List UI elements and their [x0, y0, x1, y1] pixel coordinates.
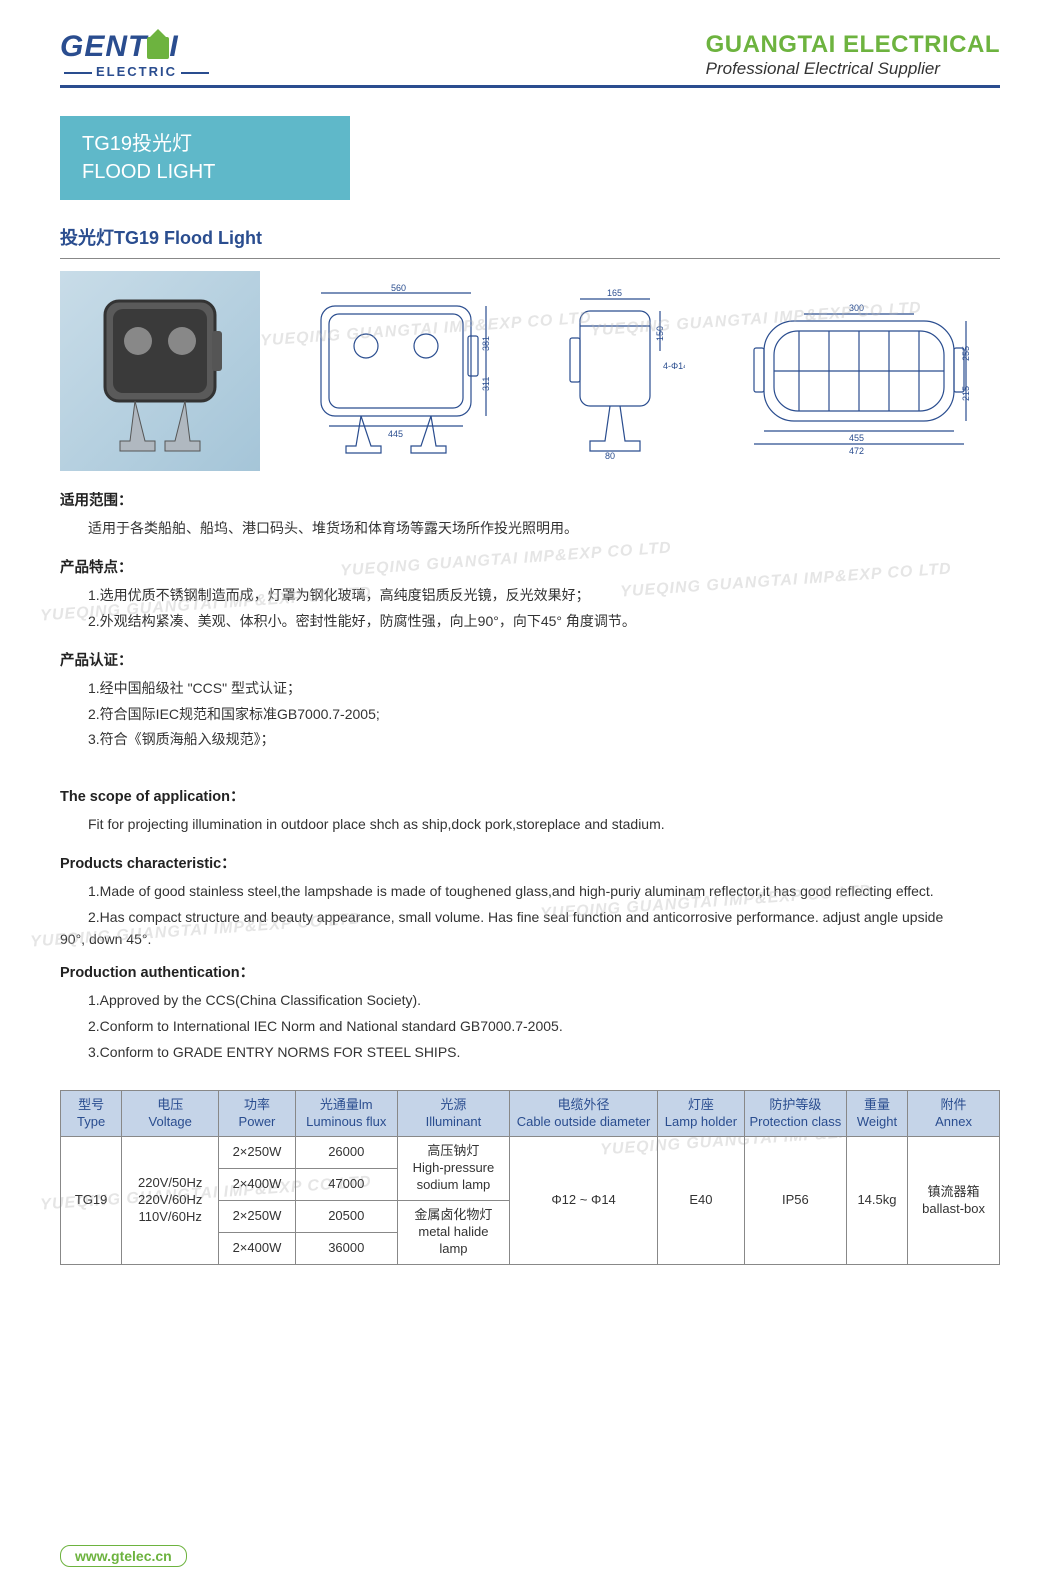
- td-flux: 36000: [295, 1232, 397, 1264]
- en-scope-head: The scope of application：: [60, 785, 1000, 806]
- en-cert-head: Production authentication：: [60, 961, 1000, 982]
- th-holder: 灯座Lamp holder: [658, 1090, 745, 1137]
- td-annex: 镇流器箱ballast-box: [908, 1137, 1000, 1264]
- brand-logo: GENT I: [60, 30, 213, 64]
- company-name: GUANGTAI ELECTRICAL: [706, 31, 1000, 59]
- svg-text:560: 560: [391, 283, 406, 293]
- diagram-top: 300 455 472 215 255: [744, 286, 974, 456]
- diagram-front: 560 445 311 381: [296, 281, 496, 461]
- td-cable: Φ12 ~ Φ14: [510, 1137, 658, 1264]
- logo-left: GENT I ELECTRIC: [60, 30, 213, 79]
- svg-text:255: 255: [961, 346, 971, 361]
- en-char-1: 1.Made of good stainless steel,the lamps…: [88, 879, 1000, 905]
- td-voltage: 220V/50Hz220V/60Hz110V/60Hz: [122, 1137, 219, 1264]
- td-prot: IP56: [744, 1137, 846, 1264]
- svg-text:311: 311: [481, 377, 491, 391]
- td-flux: 47000: [295, 1169, 397, 1201]
- en-cert: Production authentication： 1.Approved by…: [60, 961, 1000, 1066]
- house-icon: [147, 37, 169, 59]
- technical-diagrams: 560 445 311 381 165 150 4-Φ14 80: [270, 271, 1000, 471]
- td-ill2: 金属卤化物灯metal halidelamp: [397, 1201, 509, 1265]
- th-weight: 重量Weight: [846, 1090, 907, 1137]
- th-protection: 防护等级Protection class: [744, 1090, 846, 1137]
- page-header: GENT I ELECTRIC GUANGTAI ELECTRICAL Profe…: [60, 30, 1000, 88]
- en-char-2b: 90°, down 45°.: [60, 931, 1000, 947]
- title-cn: TG19投光灯: [82, 130, 328, 158]
- td-power: 2×250W: [219, 1137, 296, 1169]
- diagram-row: YUEQING GUANGTAI IMP&EXP CO LTD YUEQING …: [60, 271, 1000, 471]
- cn-cert-head: 产品认证：: [60, 649, 1000, 670]
- svg-text:472: 472: [849, 446, 864, 456]
- cn-scope-body: 适用于各类船舶、船坞、港口码头、堆货场和体育场等露天场所作投光照明用。: [88, 516, 1000, 542]
- logo-subtitle: ELECTRIC: [60, 64, 213, 79]
- header-right: GUANGTAI ELECTRICAL Professional Electri…: [706, 31, 1000, 79]
- svg-text:165: 165: [607, 288, 622, 298]
- en-cert-3: 3.Conform to GRADE ENTRY NORMS FOR STEEL…: [88, 1040, 1000, 1066]
- cn-char-head: 产品特点：: [60, 556, 1000, 577]
- td-power: 2×400W: [219, 1169, 296, 1201]
- logo-text-1: GENT: [60, 30, 147, 63]
- title-box: TG19投光灯 FLOOD LIGHT: [60, 116, 350, 200]
- website-url: www.gtelec.cn: [60, 1545, 187, 1567]
- svg-text:4-Φ14: 4-Φ14: [663, 361, 685, 371]
- cn-cert-1: 1.经中国船级社 "CCS" 型式认证；: [88, 676, 1000, 702]
- svg-text:80: 80: [605, 451, 615, 461]
- svg-text:300: 300: [849, 303, 864, 313]
- th-type: 型号Type: [61, 1090, 122, 1137]
- en-char-2: 2.Has compact structure and beauty appea…: [88, 905, 1000, 931]
- title-en: FLOOD LIGHT: [82, 158, 328, 186]
- flood-light-icon: [80, 286, 240, 456]
- td-power: 2×250W: [219, 1201, 296, 1233]
- cn-cert: 产品认证： 1.经中国船级社 "CCS" 型式认证； 2.符合国际IEC规范和国…: [60, 649, 1000, 754]
- cn-scope: 适用范围： 适用于各类船舶、船坞、港口码头、堆货场和体育场等露天场所作投光照明用…: [60, 489, 1000, 542]
- en-scope: The scope of application： Fit for projec…: [60, 785, 1000, 838]
- cn-characteristics: YUEQING GUANGTAI IMP&EXP CO LTD YUEQING …: [60, 556, 1000, 635]
- product-photo: [60, 271, 260, 471]
- tagline: Professional Electrical Supplier: [706, 59, 1000, 79]
- diagram-side: 165 150 4-Φ14 80: [555, 281, 685, 461]
- th-annex: 附件Annex: [908, 1090, 1000, 1137]
- th-flux: 光通量lmLuminous flux: [295, 1090, 397, 1137]
- svg-text:381: 381: [481, 336, 491, 351]
- svg-text:215: 215: [961, 386, 971, 401]
- en-char-head: Products characteristic：: [60, 852, 1000, 873]
- td-power: 2×400W: [219, 1232, 296, 1264]
- svg-text:445: 445: [388, 429, 403, 439]
- td-type: TG19: [61, 1137, 122, 1264]
- en-cert-1: 1.Approved by the CCS(China Classificati…: [88, 988, 1000, 1014]
- en-cert-2: 2.Conform to International IEC Norm and …: [88, 1014, 1000, 1040]
- td-flux: 20500: [295, 1201, 397, 1233]
- th-voltage: 电压Voltage: [122, 1090, 219, 1137]
- cn-scope-head: 适用范围：: [60, 489, 1000, 510]
- td-ill1: 高压钠灯High-pressuresodium lamp: [397, 1137, 509, 1201]
- cn-cert-3: 3.符合《钢质海船入级规范》；: [88, 727, 1000, 753]
- en-characteristics: YUEQING GUANGTAI IMP&EXP CO LTD YUEQING …: [60, 852, 1000, 947]
- svg-text:150: 150: [655, 326, 665, 341]
- footer: www.gtelec.cn: [60, 1545, 1000, 1567]
- cn-cert-2: 2.符合国际IEC规范和国家标准GB7000.7-2005;: [88, 702, 1000, 728]
- svg-text:455: 455: [849, 433, 864, 443]
- th-illuminant: 光源Illuminant: [397, 1090, 509, 1137]
- th-power: 功率Power: [219, 1090, 296, 1137]
- cn-char-1: 1.选用优质不锈钢制造而成，灯罩为钢化玻璃，高纯度铝质反光镜，反光效果好；: [88, 583, 1000, 609]
- cn-char-2: 2.外观结构紧凑、美观、体积小。密封性能好，防腐性强，向上90°，向下45° 角…: [88, 609, 1000, 635]
- logo-text-2: I: [169, 30, 178, 63]
- td-flux: 26000: [295, 1137, 397, 1169]
- spec-table: 型号Type 电压Voltage 功率Power 光通量lmLuminous f…: [60, 1090, 1000, 1265]
- section-title: 投光灯TG19 Flood Light: [60, 224, 1000, 259]
- en-scope-body: Fit for projecting illumination in outdo…: [88, 812, 1000, 838]
- th-cable: 电缆外径Cable outside diameter: [510, 1090, 658, 1137]
- td-holder: E40: [658, 1137, 745, 1264]
- td-weight: 14.5kg: [846, 1137, 907, 1264]
